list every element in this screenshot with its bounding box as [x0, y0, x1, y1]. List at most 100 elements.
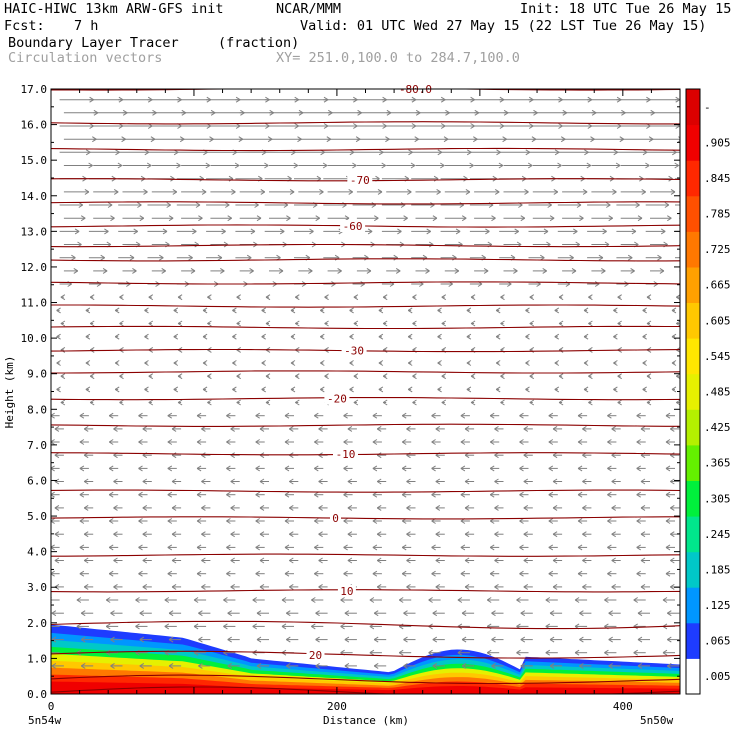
wind-vector [93, 267, 108, 274]
wind-vector [85, 386, 91, 393]
colorbar-label: .545 [704, 350, 731, 363]
wind-vector [198, 610, 211, 617]
wind-vector [470, 294, 476, 301]
wind-vector [372, 439, 382, 445]
wind-vector [525, 386, 530, 393]
wind-vector [466, 307, 472, 314]
wind-vector [440, 228, 461, 235]
wind-vector [587, 228, 607, 235]
wind-vector [196, 465, 207, 472]
y-tick-label: 0.0 [27, 688, 47, 701]
wind-vector [552, 557, 563, 564]
wind-vector [181, 162, 211, 169]
wind-vector [557, 228, 578, 235]
wind-vector [227, 662, 240, 669]
wind-vector [290, 386, 296, 393]
wind-vector [562, 215, 584, 222]
wind-vector [320, 307, 325, 314]
temperature-contours [51, 89, 680, 694]
wind-vector [372, 412, 382, 419]
wind-vector [579, 662, 592, 669]
colorbar-label: .305 [704, 492, 731, 505]
wind-vector [269, 162, 299, 169]
wind-vector [318, 425, 328, 432]
wind-vector [289, 531, 299, 538]
wind-vector [353, 399, 359, 406]
wind-vector [457, 649, 470, 656]
wind-vector [637, 662, 650, 669]
wind-vector [608, 636, 621, 643]
colorbar-swatch [686, 338, 700, 375]
wind-vector [437, 386, 442, 393]
wind-vector [646, 399, 652, 406]
wind-vector [554, 360, 560, 366]
wind-vector [223, 623, 236, 630]
x-start-location: 5n54w [28, 714, 61, 727]
wind-vector [324, 373, 329, 380]
wind-vector [415, 267, 430, 274]
wind-vector [51, 662, 64, 669]
wind-vector [494, 504, 504, 511]
wind-vector [466, 333, 472, 340]
wind-vector [320, 360, 325, 366]
wind-vector [144, 360, 149, 366]
wind-vector [295, 294, 300, 301]
wind-vector [616, 202, 640, 208]
contour-label: -10 [336, 448, 356, 461]
wind-vector [89, 373, 95, 380]
wind-vector [284, 439, 294, 445]
contour-label: -70 [350, 174, 370, 187]
wind-vector [236, 294, 241, 301]
wind-vector [114, 360, 120, 366]
wind-vector [665, 491, 675, 498]
colorbar-swatch [686, 89, 700, 126]
wind-vector [662, 597, 675, 603]
wind-vector [460, 439, 470, 445]
wind-vector [54, 504, 64, 511]
wind-vector [142, 557, 152, 564]
wind-vector [88, 254, 105, 261]
wind-vector [474, 162, 504, 169]
wind-vector [51, 610, 64, 617]
wind-vector [577, 570, 588, 577]
wind-vector [76, 623, 89, 630]
wind-vector [665, 544, 675, 551]
wind-vector [461, 610, 475, 617]
wind-vector [582, 583, 592, 590]
wind-vector [176, 228, 197, 235]
wind-vector [401, 412, 412, 419]
wind-vector [646, 373, 652, 380]
wind-vector [607, 412, 617, 419]
y-tick-label: 12.0 [21, 261, 48, 274]
wind-vector [261, 360, 266, 366]
wind-vector [167, 491, 177, 498]
wind-vector [557, 202, 582, 208]
wind-vector [523, 478, 533, 485]
wind-vector [135, 623, 148, 630]
wind-vector [311, 623, 324, 630]
wind-vector [177, 399, 183, 406]
wind-vector [171, 583, 182, 590]
wind-vector [519, 570, 529, 577]
wind-vector [289, 478, 299, 485]
wind-vector [88, 228, 109, 235]
wind-vector [519, 465, 529, 472]
wind-vector [464, 478, 475, 485]
wind-vector [671, 307, 677, 314]
wind-vector [431, 439, 441, 445]
wind-vector [148, 320, 154, 327]
valid-time: Valid: 01 UTC Wed 27 May 15 (22 LST Tue … [300, 18, 707, 34]
wind-vector [79, 412, 89, 419]
y-axis: 0.0 1.0 2.0 3.0 4.0 5.0 6.0 7.0 8.0 9.0 10.0 11.0 12… [21, 83, 680, 701]
wind-vector [181, 188, 207, 195]
wind-vector [51, 649, 60, 656]
wind-vector [83, 531, 94, 538]
wind-vector [320, 333, 325, 340]
wind-vector [318, 478, 328, 485]
temperature-contour-line [51, 147, 680, 152]
wind-vector [529, 373, 535, 380]
wind-vector [54, 557, 64, 564]
wind-vector [114, 333, 120, 340]
wind-vector [181, 267, 196, 274]
wind-vector [549, 636, 563, 643]
